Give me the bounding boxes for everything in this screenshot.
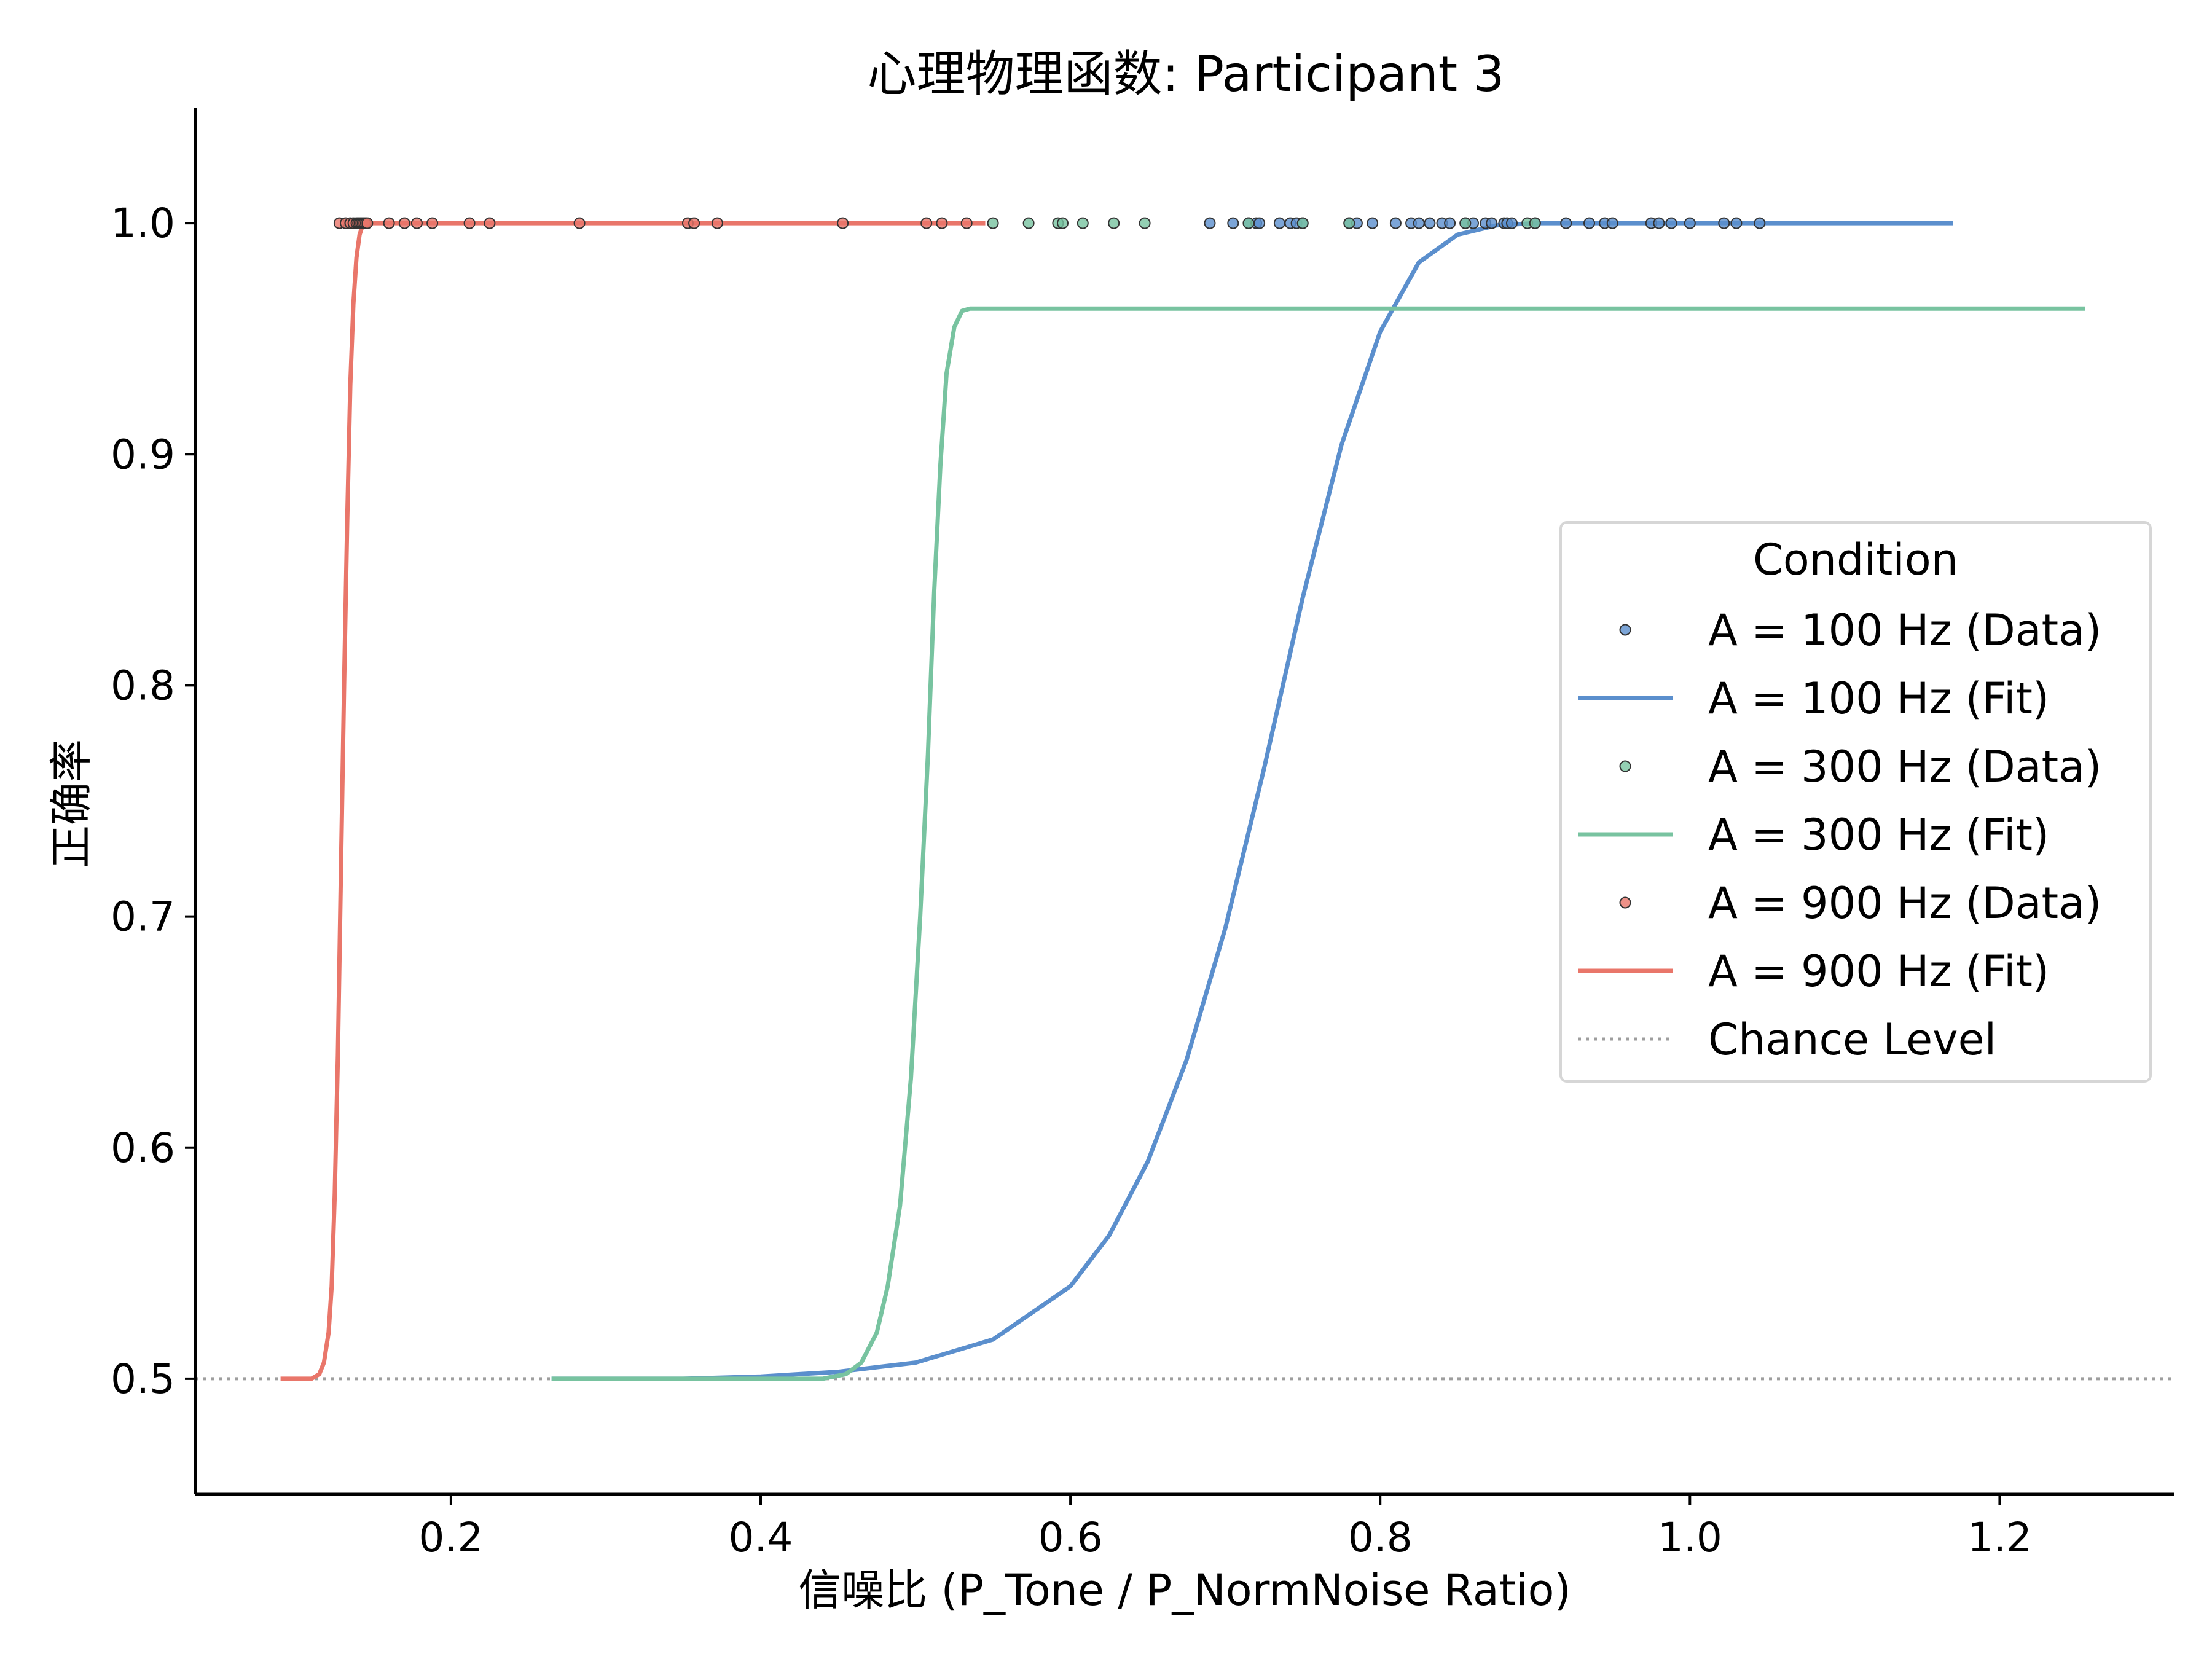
data-point-s0-4	[1253, 217, 1266, 229]
data-point-s1-6	[1139, 217, 1151, 229]
data-point-s2-20	[688, 217, 700, 229]
data-point-s2-23	[920, 217, 933, 229]
data-point-s0-12	[1389, 217, 1402, 229]
legend-entry-label: Chance Level	[1708, 1014, 1996, 1065]
y-axis-label: 正确率	[46, 739, 96, 868]
legend-entry-label: A = 100 Hz (Data)	[1708, 605, 2101, 656]
legend-entry-label: A = 900 Hz (Data)	[1708, 878, 2101, 928]
data-point-s2-16	[463, 217, 476, 229]
data-point-s1-3	[1057, 217, 1069, 229]
data-point-s0-29	[1606, 217, 1618, 229]
data-point-s0-1	[1227, 217, 1239, 229]
y-axis-ticks: 0.5 0.6 0.7 0.8 0.9 1.0	[111, 200, 195, 1403]
data-point-s1-10	[1459, 217, 1472, 229]
data-point-s1-9	[1343, 217, 1355, 229]
fit-line-0	[551, 221, 1953, 1381]
data-point-s0-31	[1653, 217, 1665, 229]
chart-title: 心理物理函数: Participant 3	[868, 45, 1505, 103]
x-tick-label: 1.0	[1658, 1514, 1722, 1561]
data-point-s0-15	[1424, 217, 1436, 229]
data-point-s1-4	[1077, 217, 1089, 229]
data-point-s2-15	[426, 217, 439, 229]
data-point-s0-14	[1413, 217, 1425, 229]
data-point-s2-24	[936, 217, 948, 229]
data-point-s0-27	[1583, 217, 1595, 229]
data-point-s2-25	[960, 217, 973, 229]
data-point-s2-12	[383, 217, 395, 229]
legend-entry-label: A = 900 Hz (Fit)	[1708, 946, 2049, 997]
data-point-s0-17	[1444, 217, 1456, 229]
data-point-s2-18	[573, 217, 586, 229]
y-tick-label: 0.9	[111, 431, 175, 478]
x-axis-label: 信噪比 (P_Tone / P_NormNoise Ratio)	[798, 1565, 1571, 1615]
data-point-s1-5	[1108, 217, 1120, 229]
legend-marker-swatch	[1619, 760, 1631, 772]
data-point-s0-26	[1560, 217, 1572, 229]
y-tick-label: 0.5	[111, 1355, 175, 1403]
data-point-s0-34	[1718, 217, 1730, 229]
legend-entry-label: A = 300 Hz (Fit)	[1708, 810, 2049, 860]
data-point-s0-35	[1730, 217, 1743, 229]
data-point-s0-5	[1273, 217, 1285, 229]
data-point-s0-11	[1367, 217, 1379, 229]
data-point-s1-1	[1022, 217, 1035, 229]
x-tick-label: 0.4	[729, 1514, 793, 1561]
legend-entry-label: A = 100 Hz (Fit)	[1708, 673, 2049, 724]
data-point-s1-12	[1529, 217, 1541, 229]
y-tick-label: 0.8	[111, 662, 175, 709]
x-tick-label: 0.2	[418, 1514, 483, 1561]
y-tick-label: 1.0	[111, 200, 175, 247]
x-axis-ticks: 0.2 0.4 0.6 0.8 1.0 1.2	[418, 1494, 2032, 1561]
fit-line-2	[280, 221, 986, 1381]
data-point-s2-11	[361, 217, 374, 229]
data-point-s1-0	[987, 217, 999, 229]
data-point-s0-21	[1486, 217, 1498, 229]
data-point-s2-22	[837, 217, 849, 229]
data-point-s0-36	[1754, 217, 1766, 229]
y-tick-label: 0.7	[111, 893, 175, 941]
data-point-s1-7	[1242, 217, 1255, 229]
data-point-s0-0	[1204, 217, 1216, 229]
legend-marker-swatch	[1619, 896, 1631, 909]
legend-entry-label: A = 300 Hz (Data)	[1708, 742, 2101, 792]
x-tick-label: 1.2	[1967, 1514, 2032, 1561]
data-point-s1-8	[1296, 217, 1309, 229]
data-point-s0-32	[1665, 217, 1677, 229]
legend: Condition A = 100 Hz (Data) A = 100 Hz (F…	[1559, 521, 2152, 1083]
fit-line-1	[551, 306, 2085, 1381]
data-point-s0-33	[1684, 217, 1696, 229]
legend-marker-swatch	[1619, 624, 1631, 636]
data-point-s2-21	[711, 217, 723, 229]
x-tick-label: 0.6	[1038, 1514, 1103, 1561]
legend-frame	[1559, 521, 2152, 1083]
data-point-s0-24	[1506, 217, 1518, 229]
data-point-s2-14	[410, 217, 423, 229]
data-point-s2-13	[398, 217, 410, 229]
legend-title: Condition	[1753, 535, 1958, 585]
data-point-s2-17	[484, 217, 496, 229]
plot-area	[195, 217, 2174, 1381]
y-tick-label: 0.6	[111, 1124, 175, 1172]
x-tick-label: 0.8	[1348, 1514, 1413, 1561]
